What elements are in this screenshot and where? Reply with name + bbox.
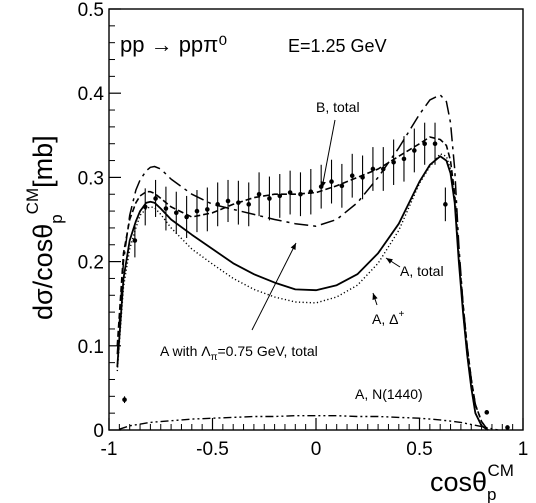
x-tick-label: 1 [518,439,529,460]
data-point [246,202,252,207]
annotation-a-total: A, total [400,263,444,279]
x-axis-title: cosθpCM [430,461,514,503]
data-point [153,196,158,201]
arrow-b-total-head [320,181,326,188]
data-point [380,166,386,172]
data-point [412,148,417,153]
energy-label: E=1.25 GeV [288,36,387,56]
annotation-a-lambda-prefix: A with Λ [160,343,211,359]
x-tick-label: 0 [311,439,322,460]
data-point [443,202,448,207]
data-point [391,159,396,165]
data-point [505,425,510,430]
annotation-a-delta: A, Δ+ [372,309,404,327]
data-point [194,208,200,214]
annotation-a-lambda: A with Λπ=0.75 GeV, total [160,343,318,363]
curve-b-total [116,136,489,431]
x-tick-label: -1 [101,439,118,460]
data-point [360,175,365,180]
data-point [267,196,272,201]
data-point [287,190,293,195]
annotation-a-n1440: A, N(1440) [355,386,423,402]
curve-a [116,153,489,431]
data-point [225,198,231,204]
annotation-b-total: B, total [316,99,360,115]
tick-labels: -1 -0.5 0 0.5 1 0 0.1 0.2 0.3 0.4 0.5 [78,0,529,460]
y-axis-title: dσ/cosθpCM[mb] [23,135,66,320]
arrow-a-total-head [386,258,393,264]
process-label: pp → ppπ⁰ [120,32,227,57]
model-curves [116,94,499,431]
y-tick-label: 0.5 [78,0,104,21]
y-tick-label: 0.3 [78,168,104,189]
arrow-a-lambda-head [290,243,296,250]
data-point [173,210,179,216]
data-point [329,179,334,184]
annotation-a-delta-main: A, Δ [372,311,398,327]
data-point [215,202,220,207]
data-point [370,166,376,172]
data-point [277,193,283,199]
experimental-data [122,122,510,430]
data-point [484,410,490,415]
data-point [122,397,127,402]
data-point [256,191,262,197]
data-point [132,238,138,243]
data-point [432,141,438,147]
curve-a-n-1440 [119,415,499,431]
data-point [236,200,241,205]
data-point [401,156,407,162]
data-point [298,191,303,197]
y-tick-label: 0 [93,421,104,442]
y-tick-label: 0.2 [78,253,104,274]
annotation-a-lambda-sub: π [211,352,218,363]
data-point [422,141,427,147]
annotation-a-delta-sup: + [398,309,404,320]
data-point [163,206,169,211]
annotation-arrows [251,119,401,331]
curve-a-with-0-75-gev-total [116,94,489,431]
x-tick-label: -0.5 [196,439,229,460]
data-point [339,183,345,189]
data-point [349,173,355,179]
data-point [184,214,189,220]
data-point [205,207,210,212]
annotation-a-lambda-suffix: =0.75 GeV, total [218,343,318,359]
y-tick-label: 0.4 [78,84,105,105]
data-point [308,189,314,195]
x-tick-label: 0.5 [406,439,432,460]
y-tick-label: 0.1 [78,337,104,358]
data-point [142,204,148,210]
arrow-a-lambda [251,242,297,331]
curve-a-total [116,155,489,431]
arrow-b-total [321,119,336,189]
arrow-a-delta-head [372,293,378,300]
